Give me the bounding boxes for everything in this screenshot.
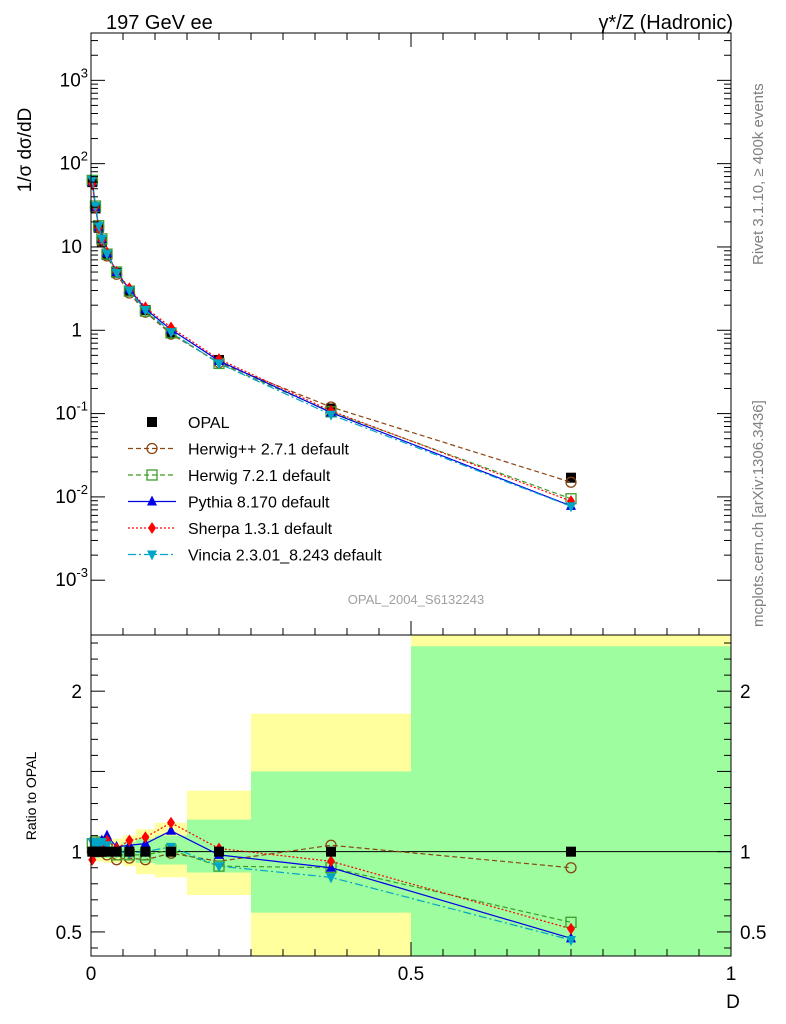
ratio-point-OPAL-10 — [326, 846, 336, 857]
xtick-label-1: 0.5 — [398, 964, 424, 985]
main-frame — [90, 32, 732, 636]
main-ytick-label-4: 10 — [61, 237, 82, 258]
main-point-Vincia-9 — [214, 359, 224, 370]
main-point-Vincia-3 — [96, 234, 107, 245]
x-axis-title: D — [726, 992, 740, 1013]
legend-marker-Herwig7 — [146, 469, 158, 481]
main-point-Vincia-6 — [124, 286, 135, 297]
ratio-ytick-label-left-1: 1 — [71, 843, 82, 864]
legend-marker-Vincia — [147, 550, 157, 561]
ratio-point-OPAL-7 — [140, 846, 151, 857]
mcplots-label: mcplots.cern.ch [arXiv:1306.3436] — [750, 400, 767, 627]
ratio-point-OPAL-5 — [111, 846, 122, 857]
ratio-y-axis-title: Ratio to OPAL — [23, 752, 39, 841]
main-panel: 10-3 10-2 10-1 1 10 102 103 — [55, 33, 732, 635]
main-point-Vincia-2 — [93, 221, 104, 232]
legend: OPAL Herwig++ 2.7.1 default Herwig 7.2.1 d… — [128, 415, 382, 565]
band-inner-11 — [411, 646, 731, 956]
ratio-point-Sherpa-10 — [327, 855, 335, 868]
main-point-Herwig++-11 — [565, 476, 577, 488]
ratio-frame — [90, 634, 732, 957]
ratio-point-Sherpa-8 — [167, 816, 175, 829]
legend-label-Herwig7: Herwig 7.2.1 default — [188, 468, 331, 485]
ratio-point-Vincia-4 — [102, 841, 112, 852]
ratio-point-Sherpa-11 — [567, 922, 575, 935]
ratio-point-Sherpa-6 — [125, 834, 134, 847]
ratio-ytick-label-left-0: 0.5 — [56, 923, 82, 944]
legend-marker-OPAL — [147, 417, 157, 427]
main-line-Herwig++ — [91, 180, 572, 483]
ratio-line-Sherpa — [91, 822, 572, 930]
ratio-point-Vincia-9 — [214, 862, 224, 873]
header-left-title: 197 GeV ee — [106, 12, 213, 34]
main-point-Vincia-5 — [111, 268, 122, 279]
ratio-point-OPAL-6 — [124, 846, 135, 857]
ratio-point-Pythia-8 — [166, 824, 176, 835]
main-ytick-label-3: 1 — [71, 320, 82, 341]
ratio-point-Sherpa-7 — [141, 831, 150, 844]
main-point-Vincia-4 — [102, 249, 112, 260]
band-inner-10 — [251, 771, 411, 913]
legend-label-OPAL: OPAL — [188, 415, 230, 432]
legend-label-Pythia: Pythia 8.170 default — [188, 495, 330, 512]
main-ytick-label-5: 102 — [60, 149, 88, 175]
ratio-point-Herwig++-11 — [565, 862, 577, 874]
main-y-axis-title: 1/σ dσ/dD — [15, 108, 36, 193]
ratio-panel: 0 0.5 10.5 0.51 12 2 — [56, 642, 766, 985]
legend-marker-Sherpa — [148, 522, 156, 534]
ratio-ytick-label-right-0: 0.5 — [740, 923, 766, 944]
legend-label-Herwig++: Herwig++ 2.7.1 default — [188, 442, 350, 459]
main-point-Vincia-8 — [166, 328, 176, 339]
legend-label-Sherpa: Sherpa 1.3.1 default — [188, 521, 333, 538]
main-point-Vincia-0 — [87, 175, 98, 186]
main-point-Vincia-10 — [326, 410, 336, 421]
legend-marker-Herwig++ — [146, 442, 158, 455]
main-ytick-label-6: 103 — [60, 65, 88, 91]
rivet-label: Rivet 3.1.10, ≥ 400k events — [750, 83, 767, 265]
ratio-line-Herwig7 — [92, 841, 572, 923]
main-point-Vincia-11 — [566, 502, 576, 513]
analysis-watermark: OPAL_2004_S6132243 — [348, 592, 484, 607]
xtick-label-0: 0 — [86, 964, 97, 985]
main-ytick-label-0: 10-3 — [55, 565, 88, 591]
ratio-point-OPAL-9 — [214, 846, 224, 857]
main-ytick-label-2: 10-1 — [55, 399, 88, 425]
ratio-ytick-label-right-1: 1 — [740, 843, 751, 864]
xtick-label-2: 1 — [726, 964, 737, 985]
ratio-line-Herwig++ — [92, 844, 572, 869]
ratio-ytick-label-left-2: 2 — [71, 682, 82, 703]
ratio-point-OPAL-11 — [566, 846, 576, 857]
ratio-uncertainty-bands — [91, 635, 731, 956]
ratio-point-Vincia-3 — [96, 838, 107, 849]
ratio-point-Vincia-11 — [566, 935, 576, 946]
legend-label-Vincia: Vincia 2.3.01_8.243 default — [188, 548, 382, 565]
ratio-ytick-label-right-2: 2 — [740, 682, 751, 703]
main-ytick-label-1: 10-2 — [55, 482, 88, 508]
main-point-Vincia-7 — [140, 306, 151, 317]
ratio-point-Vincia-10 — [326, 873, 336, 884]
header-right-title: γ*/Z (Hadronic) — [599, 12, 733, 34]
ratio-point-OPAL-8 — [166, 846, 176, 857]
ratio-point-Sherpa-0 — [88, 853, 97, 866]
ratio-point-OPAL-4 — [102, 846, 112, 857]
legend-marker-Pythia — [147, 495, 157, 506]
